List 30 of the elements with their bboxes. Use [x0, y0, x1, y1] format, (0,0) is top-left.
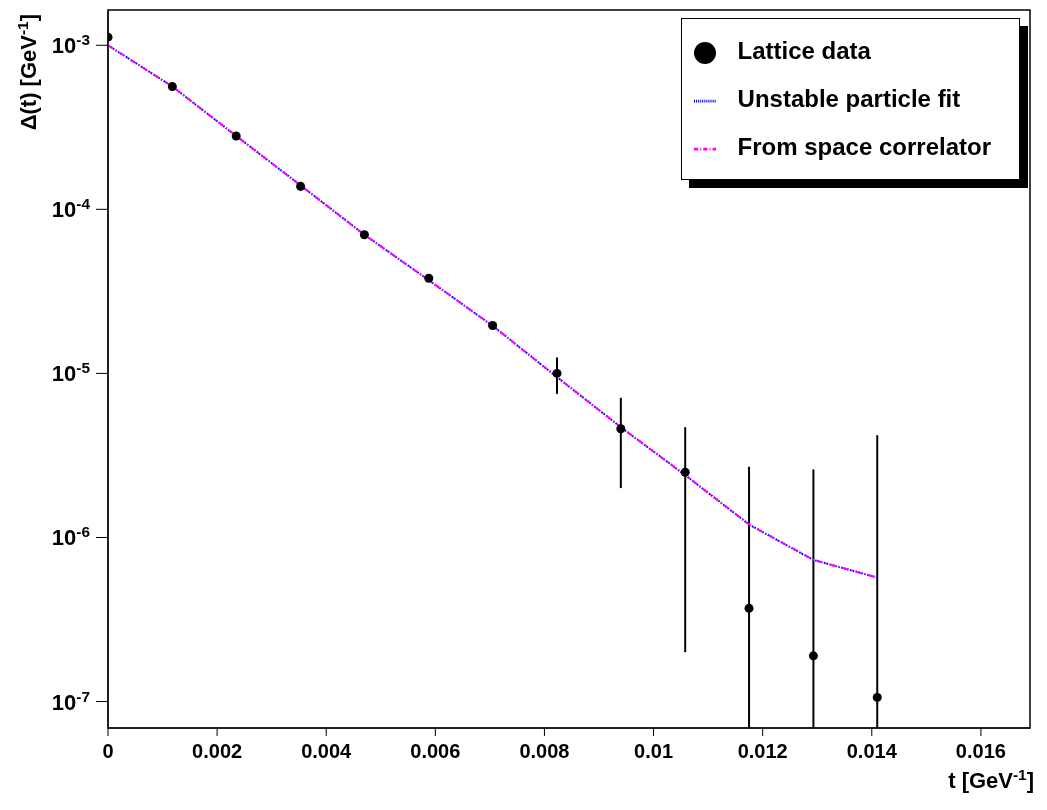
- point: [872, 692, 882, 702]
- point: [680, 467, 690, 477]
- point: [231, 131, 241, 141]
- point: [424, 273, 434, 283]
- point: [488, 320, 498, 330]
- point: [359, 230, 369, 240]
- x-axis-title: t [GeV$^{-1}$]: [948, 765, 1034, 793]
- point: [296, 181, 306, 191]
- y-tick-label: 10$^{-6}$: [51, 522, 90, 551]
- x-tick-label: 0: [102, 740, 114, 762]
- y-tick-label: 10$^{-5}$: [51, 358, 91, 387]
- legend-label: Unstable particle fit: [737, 85, 961, 112]
- x-tick-label: 0.008: [519, 740, 570, 762]
- x-tick-label: 0.004: [301, 740, 353, 762]
- x-tick-label: 0.01: [634, 740, 674, 762]
- x-tick-label: 0.016: [955, 740, 1006, 762]
- legend-label: Lattice data: [737, 37, 871, 64]
- x-tick-label: 0.006: [410, 740, 461, 762]
- x-tick-label: 0.002: [192, 740, 243, 762]
- legend-label: From space correlator: [737, 133, 991, 160]
- point: [616, 424, 626, 434]
- y-tick-label: 10$^{-3}$: [51, 30, 90, 59]
- y-tick-label: 10$^{-4}$: [51, 194, 91, 223]
- point: [552, 368, 562, 378]
- x-tick-label: 0.012: [737, 740, 788, 762]
- x-tick-label: 0.014: [846, 740, 898, 762]
- point: [808, 651, 818, 661]
- point: [167, 82, 177, 92]
- point: [744, 603, 754, 613]
- y-tick-label: 10$^{-7}$: [51, 687, 90, 715]
